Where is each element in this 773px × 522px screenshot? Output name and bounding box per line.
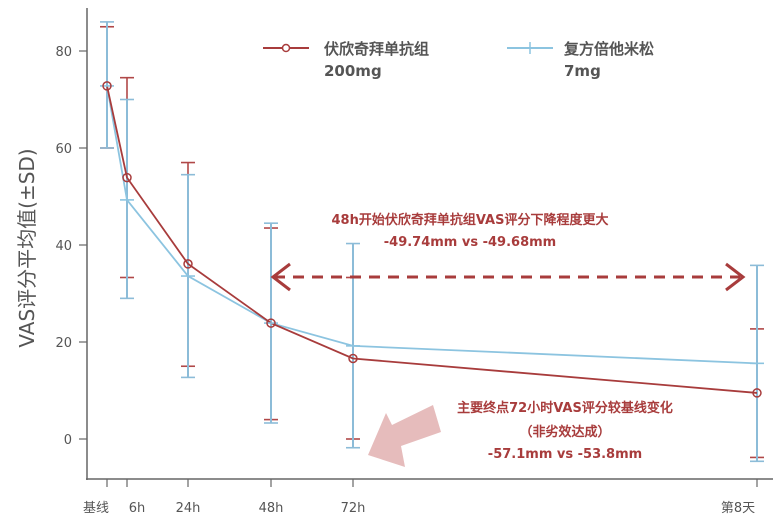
circle-marker-icon (102, 81, 112, 91)
legend-item-treatment: 伏欣奇拜单抗组 200mg (263, 40, 429, 80)
circle-marker-icon (183, 259, 193, 269)
legend-label-line2: 7mg (564, 62, 601, 80)
annotation-72h: 主要终点72小时VAS评分较基线变化 （非劣效达成） -57.1mm vs -5… (457, 400, 673, 462)
y-tick-label: 0 (64, 433, 72, 448)
circle-marker-icon (122, 172, 132, 183)
y-tick-label: 40 (55, 239, 72, 254)
annotation-arrows (270, 262, 746, 467)
series-markers (100, 81, 764, 398)
legend: 伏欣奇拜单抗组 200mg 复方倍他米松 7mg (263, 40, 654, 80)
annotation-48h-line1: 48h开始伏欣奇拜单抗组VAS评分下降程度更大 (332, 212, 609, 228)
x-tick-label: 基线 (83, 501, 109, 516)
arrow-left-head-icon (270, 262, 291, 292)
series-line (106, 85, 758, 394)
x-tick-label: 第8天 (721, 501, 755, 516)
annotation-72h-line3: -57.1mm vs -53.8mm (488, 447, 642, 462)
circle-marker-icon (266, 318, 276, 328)
legend-label-line2: 200mg (324, 62, 382, 80)
x-tick-label: 72h (341, 501, 366, 516)
axes: 0 20 40 60 80 基线 6h 24h 48h 72h 第8天 (55, 8, 773, 516)
y-tick-label: 20 (55, 336, 72, 351)
annotation-72h-line1: 主要终点72小时VAS评分较基线变化 (457, 400, 673, 416)
circle-marker-icon (348, 353, 358, 364)
circle-marker-icon (752, 388, 762, 398)
x-tick-label: 24h (176, 501, 201, 516)
legend-item-control: 复方倍他米松 7mg (507, 40, 654, 80)
legend-label-line1: 伏欣奇拜单抗组 (324, 40, 429, 58)
x-tick-label: 48h (259, 501, 284, 516)
annotation-48h-line2: -49.74mm vs -49.68mm (384, 235, 556, 250)
annotation-48h: 48h开始伏欣奇拜单抗组VAS评分下降程度更大 -49.74mm vs -49.… (332, 212, 609, 250)
legend-label-line1: 复方倍他米松 (563, 40, 654, 58)
pink-arrow-icon (368, 405, 441, 467)
y-axis-label: VAS评分平均值(±SD) (15, 148, 39, 347)
x-tick-label: 6h (129, 501, 146, 516)
circle-marker-icon (281, 43, 291, 53)
y-tick-label: 80 (55, 45, 72, 60)
y-tick-label: 60 (55, 142, 72, 157)
annotation-72h-line2: （非劣效达成） (519, 424, 610, 440)
arrow-right-head-icon (725, 262, 746, 292)
